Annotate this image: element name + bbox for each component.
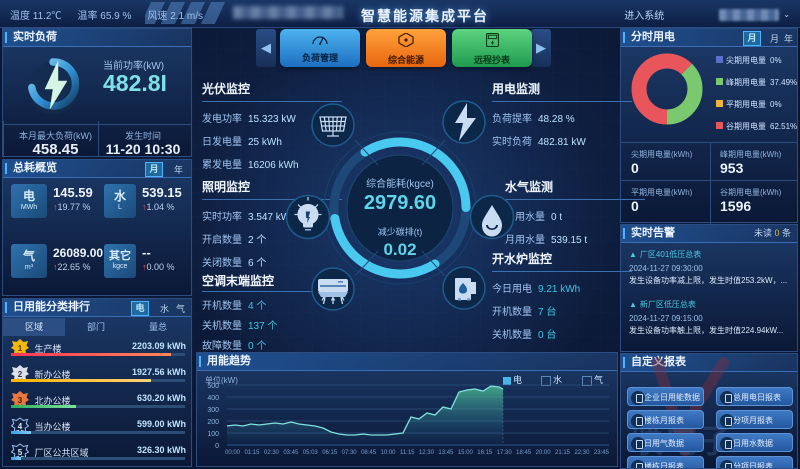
svg-text:100: 100 bbox=[207, 431, 219, 438]
svg-text:0: 0 bbox=[215, 443, 219, 450]
svg-text:400: 400 bbox=[207, 395, 219, 402]
svg-text:1: 1 bbox=[18, 344, 23, 353]
svg-text:4: 4 bbox=[18, 422, 23, 431]
svg-text:500: 500 bbox=[207, 383, 219, 390]
svg-text:300: 300 bbox=[207, 407, 219, 414]
svg-text:5: 5 bbox=[18, 448, 23, 457]
svg-text:200: 200 bbox=[207, 419, 219, 426]
svg-text:3: 3 bbox=[18, 396, 23, 405]
svg-text:2: 2 bbox=[18, 370, 23, 379]
